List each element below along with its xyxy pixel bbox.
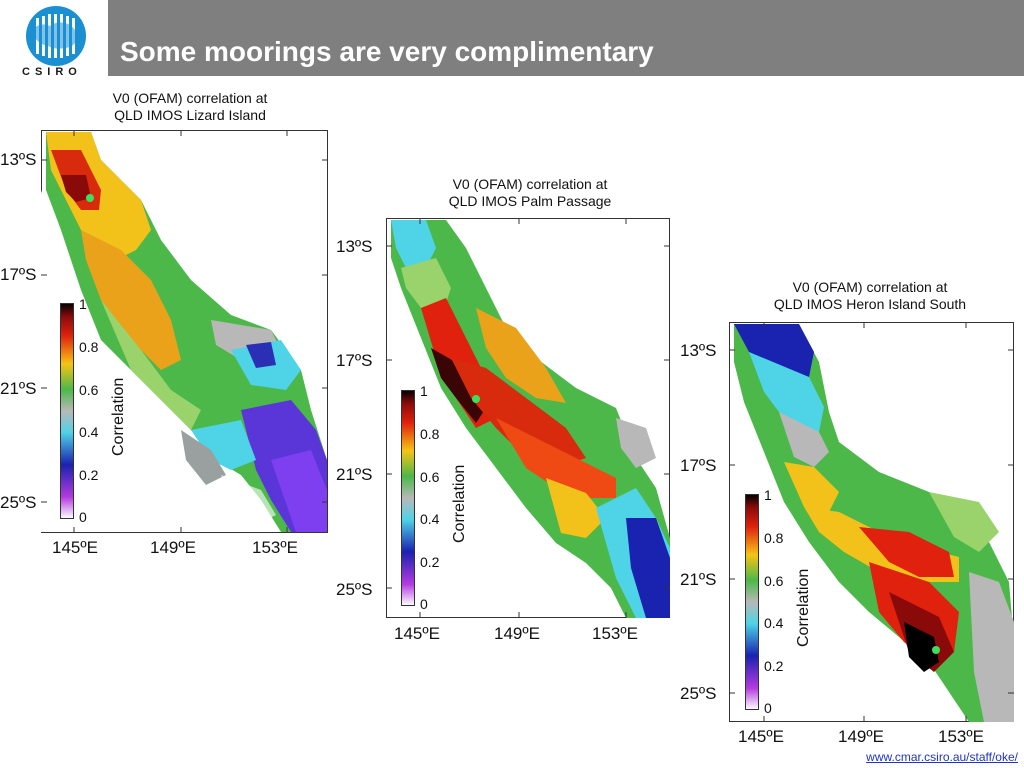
colorbar-tick: 0.8 [420, 426, 440, 442]
lon-label: 145ºE [52, 538, 98, 557]
lon-label: 153ºE [938, 727, 984, 746]
lon-label: 149ºE [150, 538, 196, 557]
lat-label: 17ºS [680, 456, 717, 475]
colorbar-tick: 0 [79, 509, 87, 525]
lon-label: 145ºE [738, 727, 784, 746]
lat-label: 17ºS [336, 351, 373, 370]
slide-title: Some moorings are very complimentary [120, 36, 654, 67]
panel-title-line1: V0 (OFAM) correlation at [112, 90, 268, 106]
colorbar-tick: 0.8 [79, 339, 99, 355]
colorbar-tick: 1 [420, 383, 428, 399]
colorbar [60, 303, 74, 519]
header-bar [108, 0, 1024, 76]
lat-label: 25ºS [680, 684, 717, 703]
colorbar [401, 390, 415, 606]
lat-label: 13ºS [0, 150, 37, 169]
correlation-map [41, 130, 328, 533]
correlation-map [386, 218, 670, 618]
csiro-logo [26, 6, 86, 66]
lat-label: 25ºS [0, 493, 37, 512]
mooring-marker [472, 395, 480, 403]
colorbar-label: Correlation [110, 377, 127, 456]
colorbar-tick: 0.4 [79, 424, 99, 440]
panel-title-line2: QLD IMOS Lizard Island [114, 107, 266, 123]
lat-label: 21ºS [336, 465, 373, 484]
panel-title-line1: V0 (OFAM) correlation at [452, 176, 608, 192]
colorbar-tick: 0.4 [420, 511, 440, 527]
colorbar-tick: 0.8 [764, 530, 784, 546]
lat-label: 13ºS [336, 237, 373, 256]
panel-title: V0 (OFAM) correlation at QLD IMOS Lizard… [80, 90, 300, 124]
panel-title-line1: V0 (OFAM) correlation at [792, 279, 948, 295]
colorbar-tick: 0.6 [79, 382, 99, 398]
lon-label: 153ºE [592, 624, 638, 643]
colorbar-tick: 1 [764, 487, 772, 503]
panel-title: V0 (OFAM) correlation at QLD IMOS Heron … [755, 279, 985, 313]
lon-label: 145ºE [394, 624, 440, 643]
lon-label: 149ºE [838, 727, 884, 746]
colorbar-tick: 0.2 [420, 554, 440, 570]
colorbar [745, 494, 759, 710]
colorbar-label: Correlation [451, 464, 468, 543]
logo-text: CSIRO [22, 66, 82, 78]
panel-title: V0 (OFAM) correlation at QLD IMOS Palm P… [415, 176, 645, 210]
colorbar-tick: 0 [764, 700, 772, 716]
colorbar-label: Correlation [795, 568, 812, 647]
footer-link[interactable]: www.cmar.csiro.au/staff/oke/ [866, 750, 1018, 764]
colorbar-tick: 0.4 [764, 615, 784, 631]
lat-label: 21ºS [680, 570, 717, 589]
colorbar-tick: 0.6 [764, 573, 784, 589]
lat-label: 25ºS [336, 580, 373, 599]
panel-title-line2: QLD IMOS Palm Passage [448, 193, 612, 209]
colorbar-tick: 0 [420, 596, 428, 612]
mooring-marker [932, 646, 940, 654]
correlation-map [729, 322, 1014, 722]
mooring-marker [86, 194, 94, 202]
lat-label: 17ºS [0, 265, 37, 284]
colorbar-tick: 0.6 [420, 469, 440, 485]
colorbar-tick: 1 [79, 296, 87, 312]
lat-label: 13ºS [680, 341, 717, 360]
lat-label: 21ºS [0, 379, 37, 398]
colorbar-tick: 0.2 [764, 658, 784, 674]
panel-title-line2: QLD IMOS Heron Island South [773, 296, 967, 312]
lon-label: 153ºE [252, 538, 298, 557]
lon-label: 149ºE [494, 624, 540, 643]
colorbar-tick: 0.2 [79, 467, 99, 483]
